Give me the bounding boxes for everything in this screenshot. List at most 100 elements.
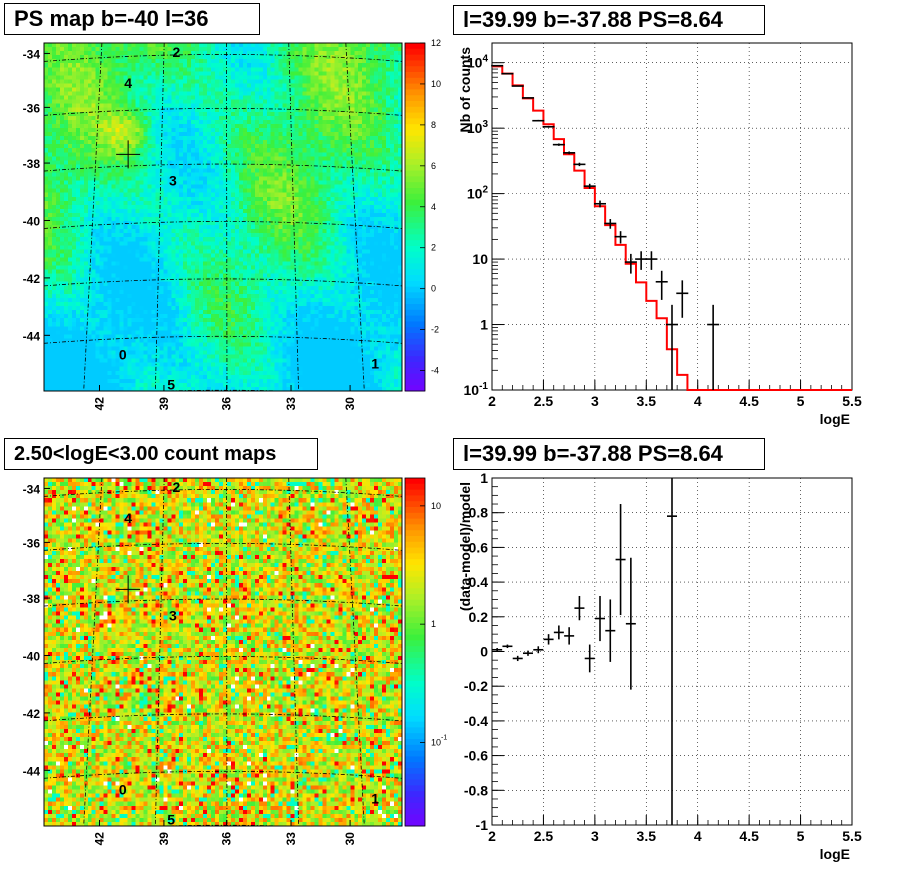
colorbar-segment [405,599,425,607]
colorbar-tick: 1 [431,619,436,629]
colorbar-segment [405,159,425,166]
latitude-line [44,542,402,551]
colorbar-segment [405,773,425,781]
colorbar-tick: 10 [431,501,441,511]
colorbar-segment [405,489,425,496]
map-x-tick: 33 [284,832,298,846]
colorbar-segment [405,379,425,386]
latitude-line [44,163,402,172]
colorbar-segment [405,686,425,694]
data-point [501,72,514,75]
latitude-line [44,335,402,344]
y-tick-label: -0.8 [464,782,488,798]
latitude-line [44,54,402,62]
colorbar-frame [404,42,426,392]
colorbar-segment [405,704,425,711]
map-y-tick: -44 [23,329,41,343]
y-tick-label: -0.2 [464,678,488,694]
y-tick-label: 102 [467,185,489,202]
colorbar-segment [405,518,425,525]
map-y-tick: -36 [23,101,41,115]
data-point [625,557,636,690]
latitude-line [44,489,402,497]
colorbar-segment [405,101,425,108]
colorbar-segment [405,373,425,380]
colorbar-tick: 10 [431,79,441,89]
colorbar-segment [405,779,425,786]
colorbar-segment [405,333,425,340]
colorbar-segment [405,130,425,137]
colorbar-segment [405,570,425,578]
x-tick-label: 3 [591,828,599,844]
colorbar-segment [405,211,425,218]
longitude-line [288,478,300,826]
longitude-line [226,478,228,826]
colorbar-segment [405,530,425,537]
x-tick-label: 2 [488,393,496,409]
colorbar-segment [405,367,425,375]
source-label: 5 [167,811,175,827]
colorbar-segment [405,507,425,514]
graticule [44,478,402,826]
x-tick-label: 2 [488,828,496,844]
source-label: 3 [169,173,177,189]
colorbar-tick: 10-1 [431,734,447,747]
x-tick-label: 3 [591,393,599,409]
colorbar-segment [405,106,425,114]
colorbar-segment [405,495,425,502]
latitude-line [44,656,402,664]
x-tick-label: 5 [797,393,805,409]
colorbar-segment [405,727,425,734]
longitude-line [83,478,103,826]
colorbar-segment [405,263,425,270]
colorbar-segment [405,576,425,583]
data-point [492,648,503,652]
colorbar-segment [405,646,425,653]
y-tick-label: -1 [476,817,489,833]
colorbar-segment [405,188,425,195]
map2-title: 2.50<logE<3.00 count maps [4,438,318,470]
colorbar-segment [405,344,425,351]
map-y-tick: -42 [23,707,41,721]
x-axis-label: logE [820,411,850,427]
colorbar-segment [405,141,425,148]
longitude-line [345,478,365,826]
colorbar-segment [405,797,425,804]
colorbar-segment [405,83,425,90]
colorbar-segment [405,95,425,102]
map-y-tick: -40 [23,649,41,663]
latitude-line [44,221,402,229]
colorbar-segment [405,721,425,728]
source-label: 1 [371,790,379,806]
colorbar-segment [405,698,425,705]
map-x-tick: 33 [284,397,298,411]
colorbar-segment [405,617,425,624]
colorbar-tick: -2 [431,325,439,335]
map-y-tick: -42 [23,272,41,286]
colorbar-segment [405,89,425,96]
colorbar-segment [405,681,425,688]
spectrum-panel: 2 2.5 3 3.5 4 4.5 5 5.5 logE Nb of counts 10-1 1 10 1… [457,42,862,427]
map-x-tick: 39 [157,397,171,411]
colorbar-segment [405,640,425,647]
longitude-line [83,43,103,391]
longitude-line [226,43,228,391]
source-label: 0 [119,347,127,363]
x-tick-label: 5 [797,828,805,844]
colorbar-segment [405,72,425,79]
colorbar-segment [405,605,425,612]
map-y-tick: -38 [23,592,41,606]
data-point [532,119,545,122]
colorbar-segment [405,547,425,554]
y-tick-label: 104 [467,54,489,71]
x-tick-label: 2.5 [534,828,554,844]
map-x-tick: 36 [220,397,234,411]
data-point [522,97,534,99]
map-y-tick: -34 [23,47,41,61]
colorbar-segment [405,176,425,183]
data-point [604,219,617,229]
data-point [666,304,678,390]
colorbar-segment [405,205,425,212]
colorbar-segment [405,483,425,491]
colorbar-segment [405,582,425,589]
